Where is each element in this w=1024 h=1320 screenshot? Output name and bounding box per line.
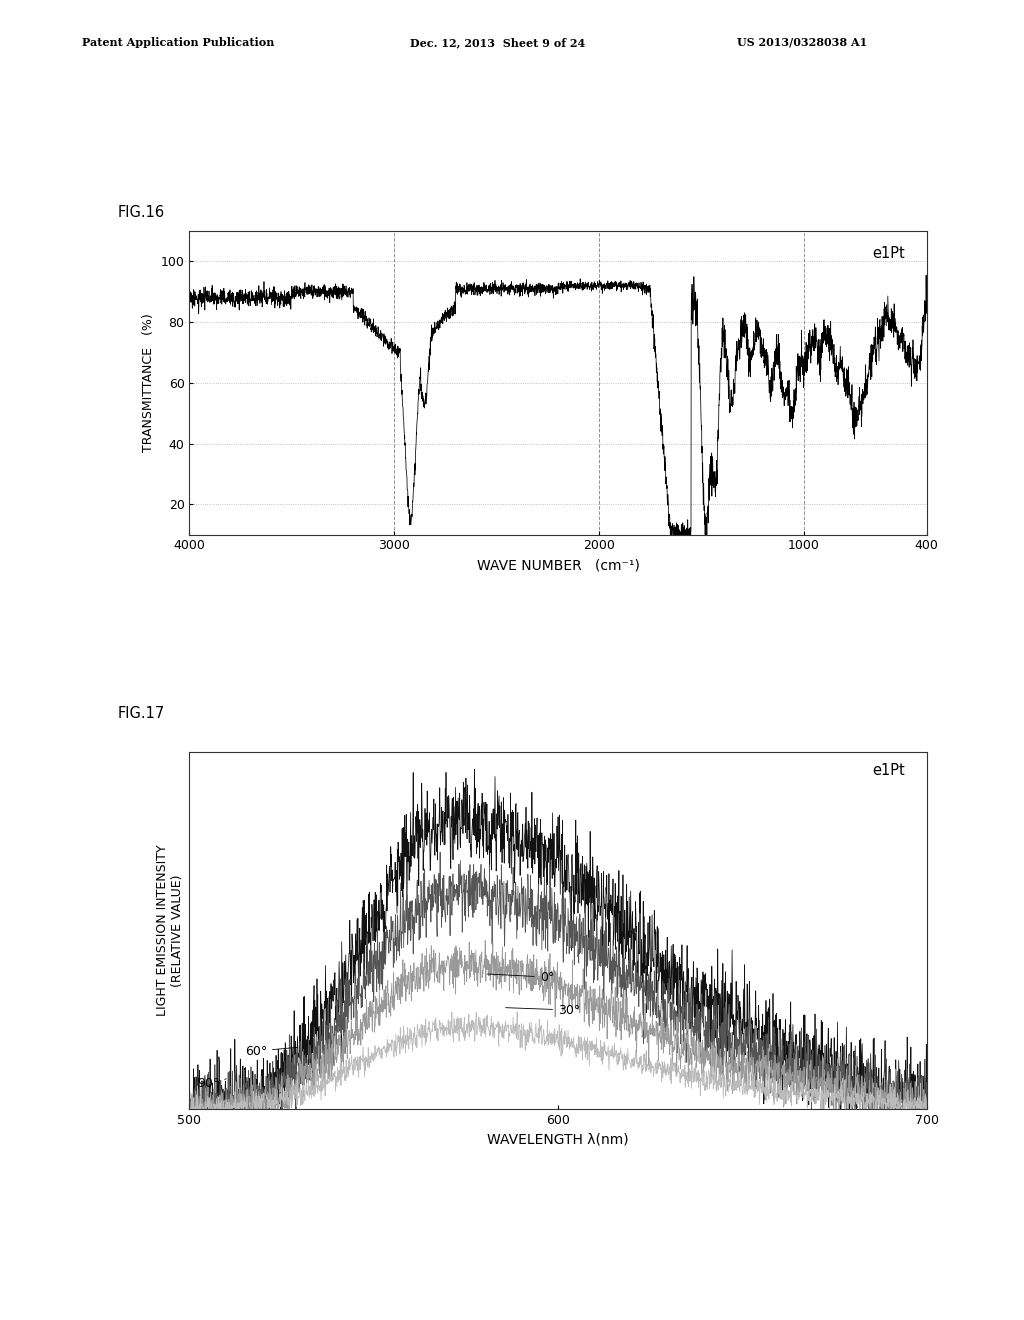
Text: FIG.17: FIG.17 [118, 706, 165, 721]
Y-axis label: LIGHT EMISSION INTENSITY
(RELATIVE VALUE): LIGHT EMISSION INTENSITY (RELATIVE VALUE… [156, 845, 184, 1016]
X-axis label: WAVELENGTH λ(nm): WAVELENGTH λ(nm) [487, 1133, 629, 1146]
Text: Patent Application Publication: Patent Application Publication [82, 37, 274, 48]
X-axis label: WAVE NUMBER   (cm⁻¹): WAVE NUMBER (cm⁻¹) [476, 558, 640, 572]
Y-axis label: TRANSMITTANCE   (%): TRANSMITTANCE (%) [142, 313, 156, 453]
Text: e1Pt: e1Pt [871, 763, 904, 777]
Text: FIG.16: FIG.16 [118, 205, 165, 219]
Text: 60°: 60° [245, 1044, 297, 1057]
Text: 0°: 0° [487, 970, 554, 983]
Text: 30°: 30° [506, 1003, 581, 1016]
Text: US 2013/0328038 A1: US 2013/0328038 A1 [737, 37, 867, 48]
Text: 90°: 90° [197, 1077, 226, 1090]
Text: e1Pt: e1Pt [871, 246, 904, 261]
Text: Dec. 12, 2013  Sheet 9 of 24: Dec. 12, 2013 Sheet 9 of 24 [410, 37, 585, 48]
